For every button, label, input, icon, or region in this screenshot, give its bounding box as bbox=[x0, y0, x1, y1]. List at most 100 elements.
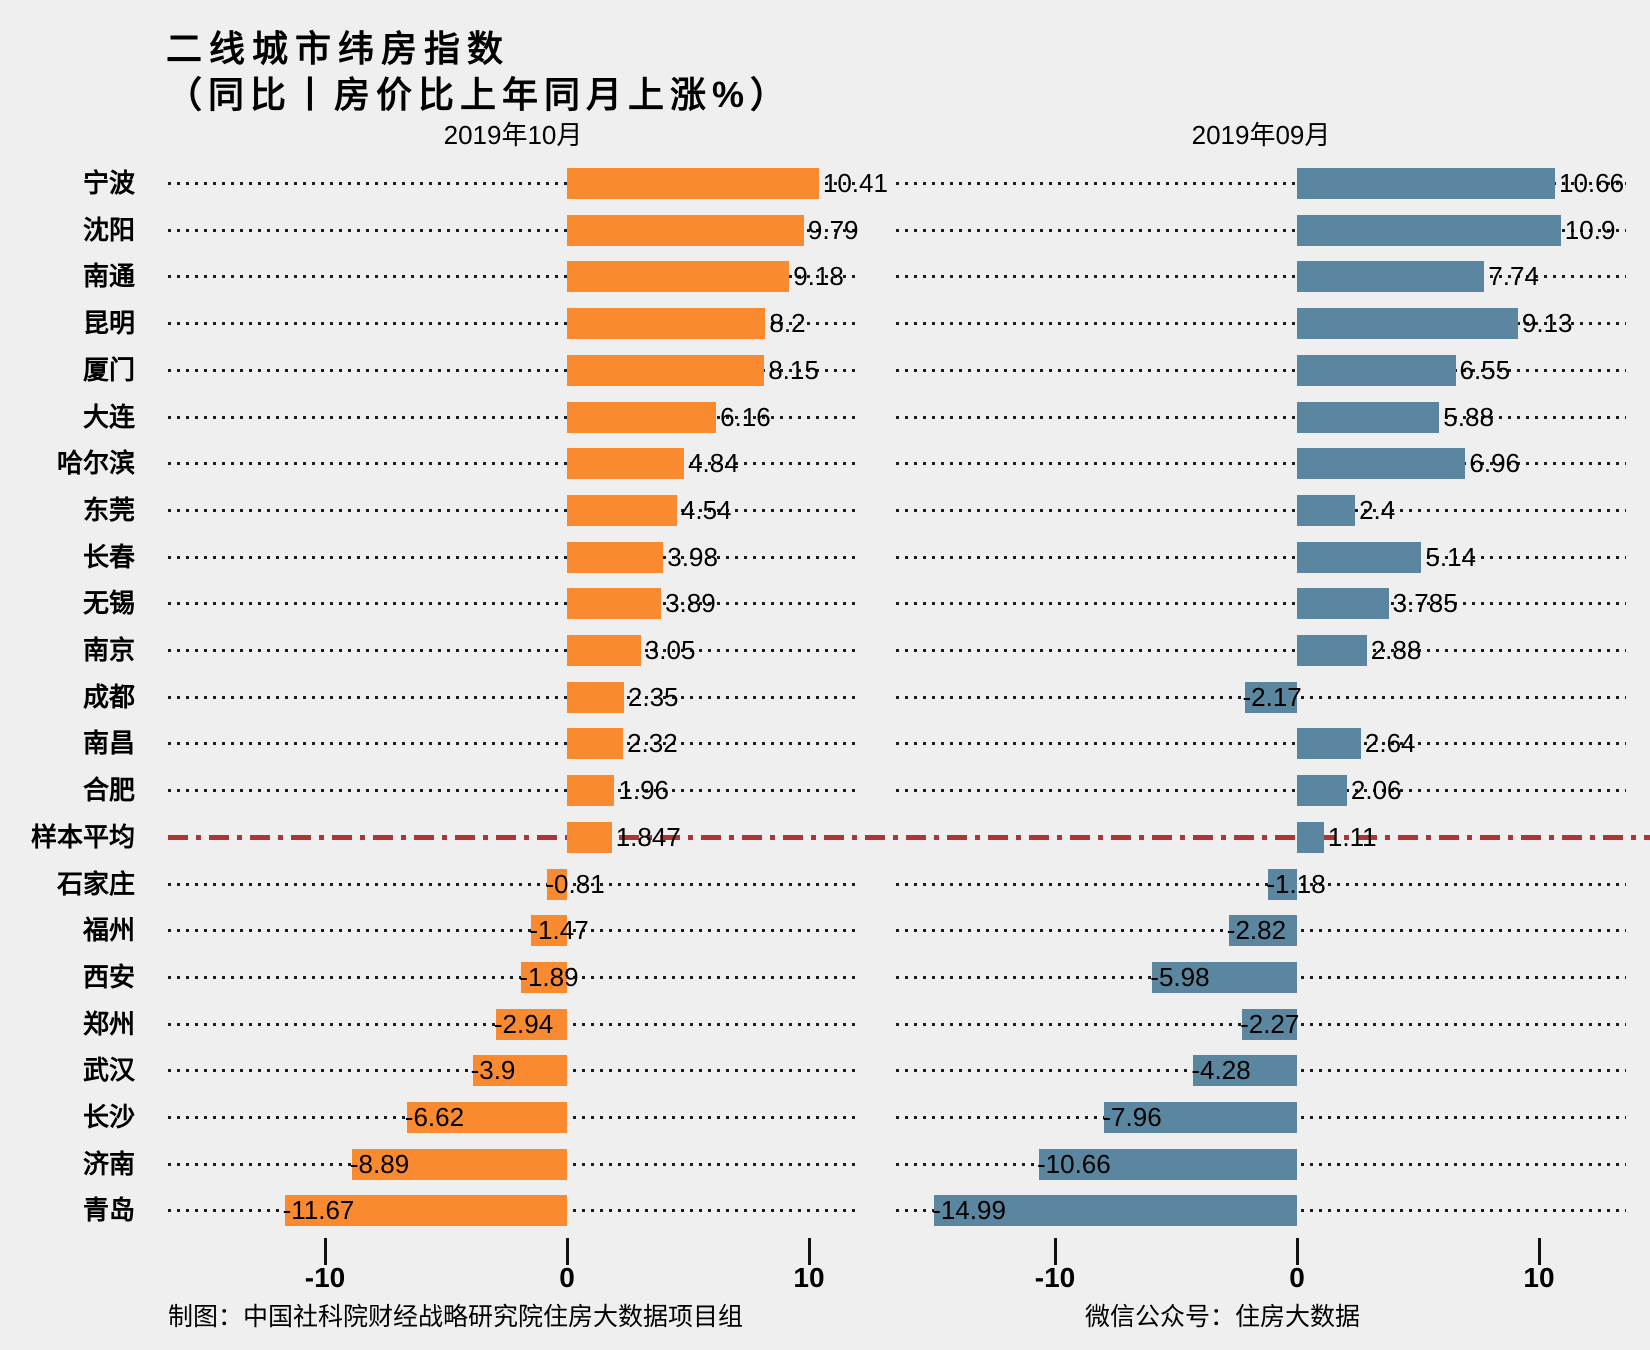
value-label: -6.62 bbox=[404, 1102, 465, 1132]
dotted-leader-line bbox=[168, 508, 858, 512]
dotted-leader-line bbox=[168, 975, 858, 979]
bar-september bbox=[1152, 961, 1297, 993]
value-label: 2.35 bbox=[627, 681, 679, 712]
value-label: -2.82 bbox=[1226, 915, 1287, 946]
chart-row: 石家庄 -0.81 -1.18 bbox=[0, 861, 1650, 908]
facet-panel-0: 2.35 bbox=[168, 674, 858, 721]
value-label: 1.11 bbox=[1327, 821, 1377, 852]
category-label: 长春 bbox=[82, 541, 135, 572]
facet-panel-1: 5.88 bbox=[896, 394, 1626, 441]
bar-october bbox=[495, 1008, 567, 1040]
chart-row: 福州 -1.47 -2.82 bbox=[0, 907, 1650, 954]
facet-panel-1: 9.13 bbox=[896, 300, 1626, 347]
bar-october bbox=[521, 961, 567, 993]
value-label: 2.32 bbox=[627, 728, 678, 759]
facet-panel-1: -2.27 bbox=[896, 1001, 1626, 1048]
bar-october bbox=[567, 214, 804, 246]
facet-panel-1: -2.82 bbox=[896, 907, 1626, 954]
facet-panel-1: 6.96 bbox=[896, 440, 1626, 487]
chart-row: 南京 3.05 2.88 bbox=[0, 627, 1650, 674]
value-label: 2.64 bbox=[1364, 728, 1416, 759]
value-label: -2.17 bbox=[1242, 681, 1302, 712]
chart-row: 郑州 -2.94 -2.27 bbox=[0, 1001, 1650, 1048]
value-label: -1.18 bbox=[1266, 868, 1326, 899]
value-label: 9.13 bbox=[1521, 308, 1573, 339]
bar-october bbox=[351, 1148, 567, 1180]
category-label: 石家庄 bbox=[56, 868, 135, 899]
axis-tick bbox=[565, 1238, 569, 1265]
bar-september bbox=[1228, 915, 1297, 947]
value-label: -0.81 bbox=[545, 868, 605, 899]
dotted-leader-line bbox=[896, 602, 1626, 606]
facet-panel-0: -6.62 bbox=[168, 1094, 858, 1141]
facet-panel-0: -2.94 bbox=[168, 1001, 858, 1048]
bar-october bbox=[567, 681, 624, 713]
category-label: 样本平均 bbox=[30, 821, 135, 852]
facet-panel-1: -7.96 bbox=[896, 1094, 1626, 1141]
dotted-leader-line bbox=[168, 415, 858, 419]
chart-row: 宁波 10.41 10.66 bbox=[0, 160, 1650, 207]
facet-panel-0: 4.54 bbox=[168, 487, 858, 534]
category-label: 郑州 bbox=[82, 1008, 135, 1039]
panel-header-2019-10: 2019年10月 bbox=[443, 120, 583, 150]
chart-row: 大连 6.16 5.88 bbox=[0, 394, 1650, 441]
axis-tick-label: 10 bbox=[793, 1262, 825, 1293]
facet-panel-1: -1.18 bbox=[896, 861, 1626, 908]
category-label: 宁波 bbox=[82, 168, 135, 198]
facet-panel-1: -5.98 bbox=[896, 954, 1626, 1001]
value-label: 6.55 bbox=[1459, 354, 1511, 385]
dotted-leader-line bbox=[896, 462, 1626, 466]
axis-tick bbox=[1537, 1238, 1541, 1265]
chart-row: 样本平均 1.847 1.11 bbox=[0, 814, 1650, 861]
value-label: 2.88 bbox=[1370, 635, 1422, 665]
bar-september bbox=[1244, 681, 1297, 713]
category-label: 沈阳 bbox=[82, 214, 135, 245]
value-label: -7.96 bbox=[1102, 1102, 1162, 1132]
facet-panel-1: 7.74 bbox=[896, 253, 1626, 300]
value-label: -11.67 bbox=[282, 1195, 355, 1226]
facet-panel-0: 2.32 bbox=[168, 720, 858, 767]
facet-panel-1: -10.66 bbox=[896, 1141, 1626, 1188]
chart-row: 哈尔滨 4.84 6.96 bbox=[0, 440, 1650, 487]
axis-tick-label: -10 bbox=[304, 1262, 346, 1293]
facet-panel-1: 5.14 bbox=[896, 534, 1626, 581]
value-label: 7.74 bbox=[1488, 261, 1539, 292]
category-label: 济南 bbox=[82, 1148, 135, 1179]
bar-october bbox=[567, 541, 664, 573]
facet-panel-0: -11.67 bbox=[168, 1187, 858, 1234]
facet-panel-1: 1.11 bbox=[896, 814, 1626, 861]
facet-panel-0: 3.05 bbox=[168, 627, 858, 674]
facet-panel-0: 8.15 bbox=[168, 347, 858, 394]
value-label: 1.96 bbox=[618, 775, 669, 806]
facet-panel-0: -1.89 bbox=[168, 954, 858, 1001]
bar-september bbox=[1297, 214, 1561, 246]
chart-row: 南昌 2.32 2.64 bbox=[0, 720, 1650, 767]
category-label: 南通 bbox=[82, 261, 135, 292]
facet-panel-0: 3.98 bbox=[168, 534, 858, 581]
facet-panel-0: 9.18 bbox=[168, 253, 858, 300]
dotted-leader-line bbox=[896, 368, 1626, 372]
bar-september bbox=[1297, 728, 1361, 760]
value-label: -2.94 bbox=[493, 1008, 554, 1039]
dotted-leader-line bbox=[168, 929, 858, 933]
category-label: 南昌 bbox=[82, 728, 135, 759]
bar-october bbox=[567, 308, 766, 340]
value-label: 9.18 bbox=[793, 261, 844, 292]
facet-panel-1: 2.88 bbox=[896, 627, 1626, 674]
chart-subtitle: （同比丨房价比上年同月上涨%） bbox=[166, 74, 793, 115]
value-label: -1.89 bbox=[519, 961, 579, 992]
facet-panel-0: 9.79 bbox=[168, 207, 859, 254]
facet-panel-1: 3.785 bbox=[896, 580, 1626, 627]
axis-tick-label: -10 bbox=[1034, 1262, 1076, 1293]
axis-tick bbox=[323, 1238, 327, 1265]
axis-tick bbox=[1053, 1238, 1057, 1265]
dotted-leader-line bbox=[168, 182, 858, 185]
dotted-leader-line bbox=[168, 275, 858, 279]
dotted-leader-line bbox=[896, 882, 1626, 886]
facet-panel-1: 2.06 bbox=[896, 767, 1626, 814]
category-label: 合肥 bbox=[82, 775, 135, 806]
dotted-leader-line bbox=[896, 322, 1626, 326]
facet-panel-0: 8.2 bbox=[168, 300, 858, 347]
chart-row: 青岛 -11.67 -14.99 bbox=[0, 1187, 1650, 1234]
